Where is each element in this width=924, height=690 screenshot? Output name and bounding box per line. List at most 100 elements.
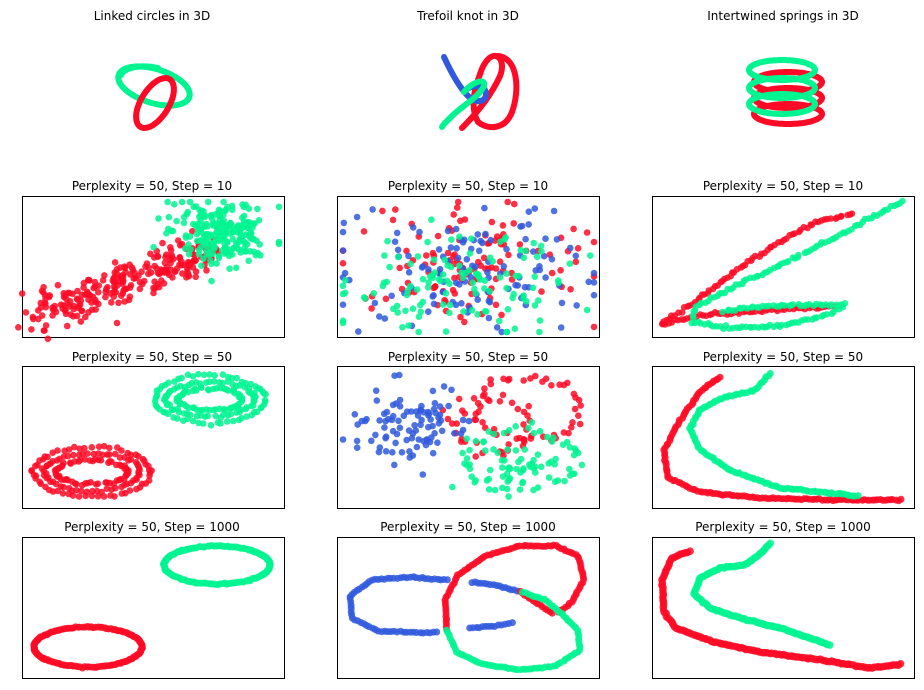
green-point (228, 251, 236, 258)
green-point (407, 282, 414, 290)
blue-point (453, 245, 460, 252)
green-point (486, 466, 494, 474)
green-point (551, 461, 558, 468)
green-point (480, 438, 487, 445)
green-point (501, 457, 508, 464)
red-ring (133, 75, 177, 131)
green-point (180, 213, 188, 221)
green-point (236, 229, 243, 236)
green-point (247, 234, 254, 242)
green-point (201, 222, 208, 229)
red-point (498, 311, 505, 319)
panel-title: Perplexity = 50, Step = 50 (72, 350, 232, 364)
red-point (510, 220, 517, 227)
green-point (386, 263, 393, 271)
blue-point (369, 206, 376, 213)
red-point (138, 642, 146, 650)
green-point (559, 441, 567, 449)
red-point (136, 278, 144, 286)
red-point (192, 257, 200, 264)
green-point (532, 469, 539, 476)
green-point (437, 277, 444, 285)
green-point (475, 274, 483, 281)
red-point (484, 396, 491, 403)
red-point (557, 267, 564, 274)
green-point (233, 374, 240, 382)
blue-point (389, 449, 396, 456)
green-point (212, 221, 220, 228)
red-point (403, 247, 410, 255)
green-point (472, 290, 480, 297)
green-point (538, 248, 545, 255)
green-point (409, 305, 417, 313)
blue-point (376, 417, 383, 424)
red-point (527, 375, 534, 382)
red-point (115, 299, 122, 307)
green-point (550, 434, 557, 442)
blue-point (525, 221, 532, 228)
red-point (77, 297, 85, 304)
red-point (470, 395, 478, 402)
blue-point (339, 247, 347, 254)
green-point (516, 486, 524, 493)
panel-springs-step-50: Perplexity = 50, Step = 50 (652, 350, 915, 509)
green-point (466, 461, 474, 468)
green-point (150, 243, 157, 251)
red-point (91, 283, 99, 291)
green-point (466, 250, 474, 257)
green-point (439, 301, 447, 308)
green-point (246, 219, 253, 226)
red-point (499, 391, 507, 399)
green-point (233, 409, 240, 416)
green-point (238, 394, 246, 402)
green-point (173, 217, 180, 225)
blue-point (463, 255, 471, 263)
blue-point (393, 229, 401, 237)
green-point (250, 248, 258, 256)
green-point (502, 234, 509, 241)
green-point (854, 492, 862, 500)
green-point (417, 308, 425, 316)
green-point (447, 263, 455, 271)
green-point (446, 309, 453, 317)
green-point (275, 240, 283, 248)
blue-point (553, 236, 561, 243)
green-point (342, 277, 349, 284)
red-point (192, 268, 200, 275)
axes-frame (652, 366, 915, 509)
red-point (513, 435, 520, 443)
green-point (517, 246, 525, 254)
green-point (361, 295, 369, 302)
red-point (118, 447, 125, 454)
green-point (778, 321, 785, 329)
blue-point (435, 420, 443, 427)
axes-frame (337, 366, 600, 509)
green-point (370, 290, 378, 297)
green-point (211, 372, 218, 379)
blue-point (487, 236, 495, 244)
panel-title: Linked circles in 3D (94, 9, 211, 23)
green-point (519, 479, 526, 487)
red-point (457, 217, 464, 225)
axes-frame (652, 196, 915, 338)
red-point (481, 385, 488, 392)
green-point (339, 282, 347, 290)
green-point (221, 207, 229, 215)
red-point (477, 262, 485, 270)
green-point (505, 493, 512, 500)
green-point (195, 246, 203, 254)
green-point (208, 260, 215, 268)
blue-point (392, 400, 400, 407)
green-point (458, 269, 465, 277)
red-point (84, 450, 91, 457)
green-point (198, 262, 205, 270)
red-point (29, 315, 37, 323)
green-point (236, 382, 244, 389)
blue-point (474, 296, 482, 304)
green-point (251, 220, 258, 227)
red-point (155, 283, 163, 291)
green-point (237, 249, 244, 256)
blue-point (498, 328, 506, 336)
red-point (169, 274, 176, 281)
red-point (92, 481, 100, 488)
